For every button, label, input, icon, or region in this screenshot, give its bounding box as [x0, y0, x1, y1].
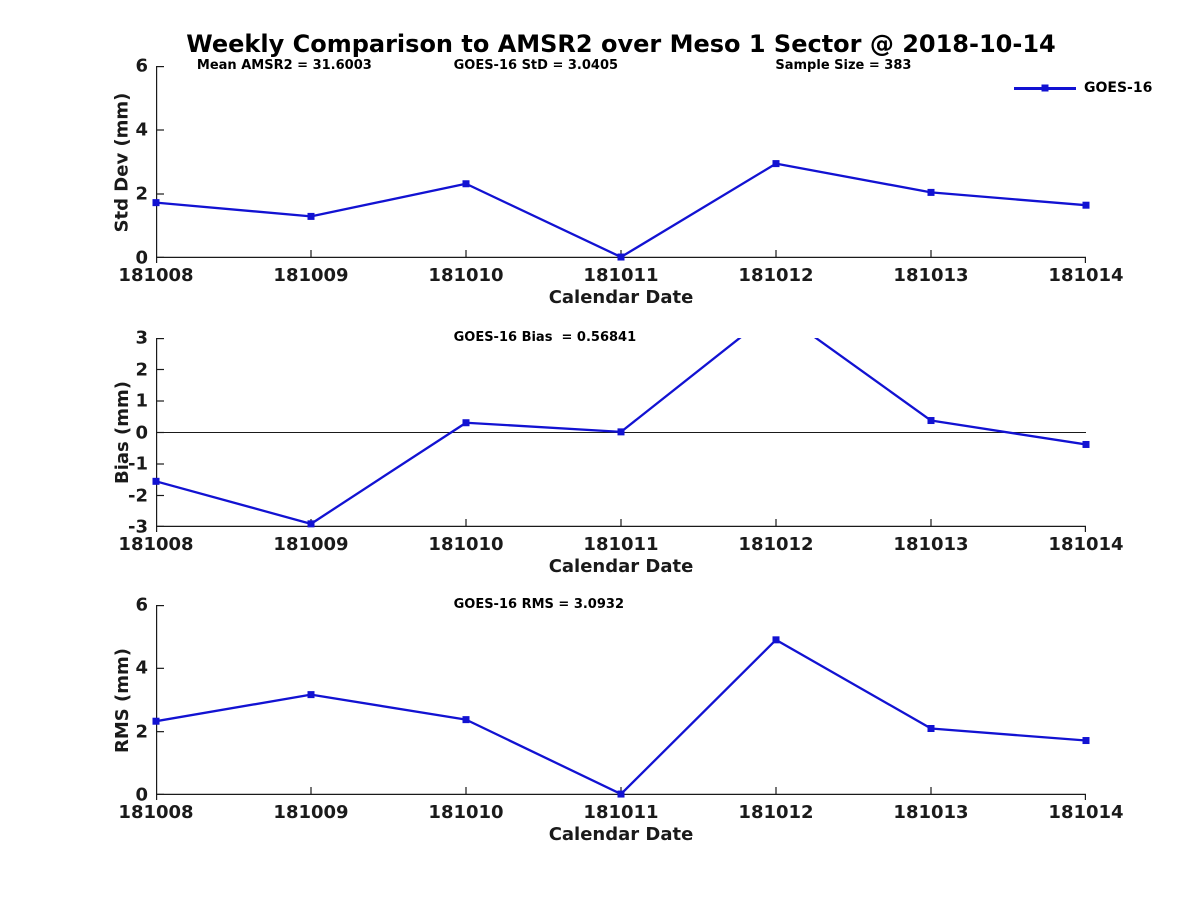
annotation-goes16-std: GOES-16 StD = 3.0405	[453, 58, 619, 73]
x-axis-label: Calendar Date	[548, 287, 694, 308]
x-tick-label: 181011	[583, 802, 659, 823]
x-tick-label: 181011	[583, 534, 659, 555]
y-tick-label: 4	[135, 657, 148, 679]
legend: GOES-16	[1014, 80, 1152, 96]
legend-square-marker-icon	[1041, 84, 1049, 92]
x-tick-label: 181014	[1048, 265, 1124, 286]
x-tick-label: 181011	[583, 265, 659, 286]
y-tick-label: 6	[135, 594, 148, 616]
subplot-rms: RMS (mm) GOES-16 RMS = 3.0932 0 2 4 6 18100…	[112, 595, 1124, 846]
legend-line-sample	[1014, 84, 1076, 92]
y-tick-label: 4	[135, 119, 148, 141]
rms-line-chart	[152, 605, 1090, 800]
y-tick-label: 0	[135, 247, 148, 269]
figure-title: Weekly Comparison to AMSR2 over Meso 1 S…	[186, 30, 1056, 58]
x-tick-label: 181008	[118, 802, 194, 823]
x-tick-label: 181012	[738, 534, 814, 555]
y-tick-label: 0	[135, 784, 148, 806]
x-tick-labels: 181008 181009 181010 181011 181012 181013 1810…	[118, 605, 1123, 823]
x-tick-label: 181014	[1048, 802, 1124, 823]
x-tick-label: 181013	[893, 265, 969, 286]
x-axis-label: Calendar Date	[548, 556, 694, 577]
x-tick-label: 181009	[273, 534, 349, 555]
x-tick-label: 181008	[118, 265, 194, 286]
y-axis-label-rms: RMS (mm)	[111, 647, 133, 753]
x-tick-label: 181012	[738, 802, 814, 823]
y-tick-label: 2	[135, 359, 148, 380]
x-tick-labels: 181008 181009 181010 181011 181012 181013 1810…	[118, 338, 1123, 555]
x-tick-label: 181012	[738, 265, 814, 286]
x-tick-label: 181009	[273, 265, 349, 286]
x-tick-label: 181010	[428, 534, 504, 555]
y-tick-label: 6	[135, 55, 148, 77]
x-tick-label: 181013	[893, 534, 969, 555]
y-tick-label: -3	[128, 516, 148, 538]
x-tick-label: 181008	[118, 534, 194, 555]
x-axis-label: Calendar Date	[548, 824, 694, 845]
subplot-std-dev: Std Dev (mm) Mean AMSR2 = 31.6003 GOES-1…	[112, 56, 1124, 309]
x-tick-label: 181009	[273, 802, 349, 823]
y-axis-label-std-dev: Std Dev (mm)	[111, 92, 133, 232]
annotation-mean-amsr2: Mean AMSR2 = 31.6003	[196, 58, 372, 73]
x-tick-labels: 181008 181009 181010 181011 181012 181013 1810…	[118, 66, 1123, 286]
y-tick-label: 1	[135, 390, 148, 412]
legend-label: GOES-16	[1084, 80, 1153, 96]
annotation-goes16-bias: GOES-16 Bias = 0.56841	[453, 330, 637, 345]
x-tick-label: 181014	[1048, 534, 1124, 555]
std-dev-line-chart	[152, 66, 1090, 263]
y-tick-label: 3	[135, 327, 148, 349]
x-tick-label: 181010	[428, 802, 504, 823]
annotation-sample-size: Sample Size = 383	[775, 58, 912, 73]
annotation-goes16-rms: GOES-16 RMS = 3.0932	[453, 597, 624, 612]
y-tick-labels: 0 2 4 6	[135, 595, 1086, 806]
x-tick-label: 181010	[428, 265, 504, 286]
x-tick-label: 181013	[893, 802, 969, 823]
subplot-bias: Bias (mm) GOES-16 Bias = 0.56841 3 2 1 0 -1-…	[112, 328, 1124, 578]
bias-line-chart	[152, 338, 1090, 532]
y-tick-label: -1	[128, 453, 148, 475]
y-tick-label: 2	[135, 183, 148, 205]
y-tick-label: -2	[128, 485, 148, 506]
y-tick-label: 2	[135, 721, 148, 743]
y-tick-labels: 3 2 1 0 -1 -2 -3	[128, 328, 1086, 538]
y-tick-label: 0	[135, 422, 148, 443]
y-tick-labels: 0 2 4 6	[135, 56, 1086, 269]
